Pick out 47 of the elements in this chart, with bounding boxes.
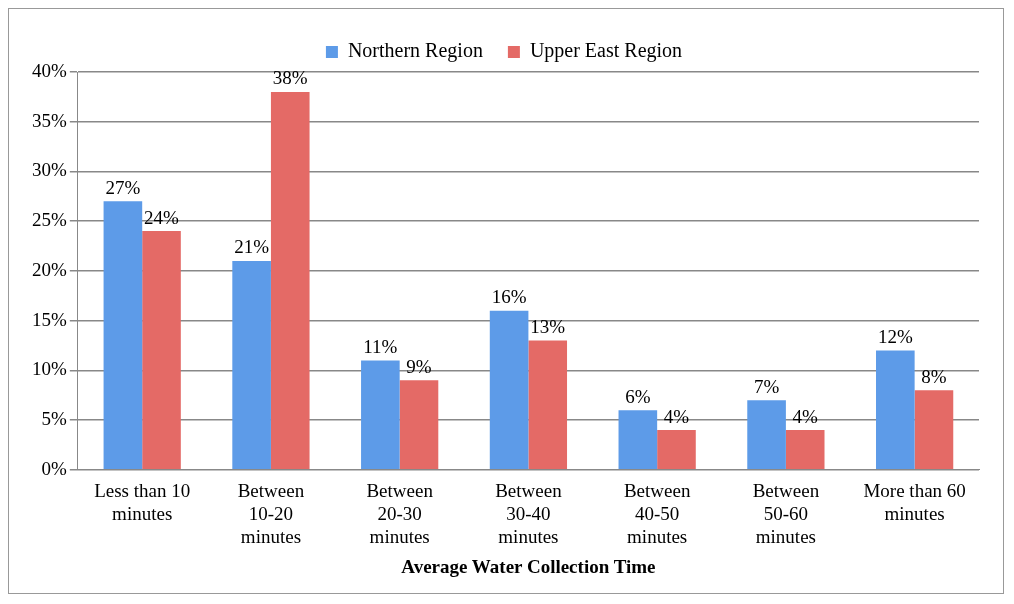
data-label: 11% (363, 335, 398, 357)
data-label: 24% (144, 206, 180, 228)
bar (361, 360, 400, 470)
data-label: 12% (877, 325, 913, 347)
y-tick-label: 10% (32, 358, 67, 380)
bar (657, 430, 696, 470)
data-label: 4% (792, 405, 819, 427)
y-tick-label: 25% (32, 209, 67, 231)
x-tick-label: Between 10-20 minutes (237, 480, 305, 547)
data-label: 13% (530, 316, 566, 337)
x-tick-label: More than 60 minutes (863, 480, 966, 524)
data-label: 16% (491, 286, 527, 308)
x-tick-label: Between 20-30 minutes (366, 480, 434, 547)
bar (785, 430, 825, 470)
y-tick-label: 30% (32, 159, 67, 181)
x-tick-label: Between 50-60 minutes (752, 480, 820, 547)
y-tick-label: 20% (32, 258, 67, 280)
bar (618, 410, 658, 470)
bar (747, 400, 786, 470)
y-tick-label: 5% (41, 408, 67, 430)
y-tick-label: 35% (32, 109, 67, 131)
data-label: 7% (753, 375, 780, 397)
bar (489, 310, 529, 470)
bar (270, 91, 310, 470)
x-tick-label: Between 30-40 minutes (495, 480, 563, 547)
data-label: 4% (663, 405, 690, 427)
bar (399, 380, 439, 470)
y-tick-label: 0% (41, 457, 67, 479)
data-label: 8% (921, 365, 947, 387)
bar (232, 260, 271, 470)
bar (528, 340, 568, 470)
bar (142, 231, 181, 470)
legend-label: Upper East Region (529, 39, 683, 63)
data-label: 21% (234, 236, 270, 258)
data-label: 38% (272, 67, 308, 89)
data-label: 27% (105, 176, 141, 198)
x-axis-title: Average Water Collection Time (401, 555, 656, 577)
y-tick-label: 15% (32, 308, 67, 330)
bar (876, 350, 915, 470)
y-tick-label: 40% (32, 59, 67, 81)
data-label: 6% (625, 385, 651, 407)
legend-label: Northern Region (347, 39, 483, 63)
x-tick-label: Between 40-50 minutes (623, 480, 691, 547)
bar (914, 390, 954, 470)
data-label: 9% (406, 355, 432, 377)
bar (103, 201, 143, 470)
x-tick-label: Less than 10 minutes (94, 480, 191, 524)
